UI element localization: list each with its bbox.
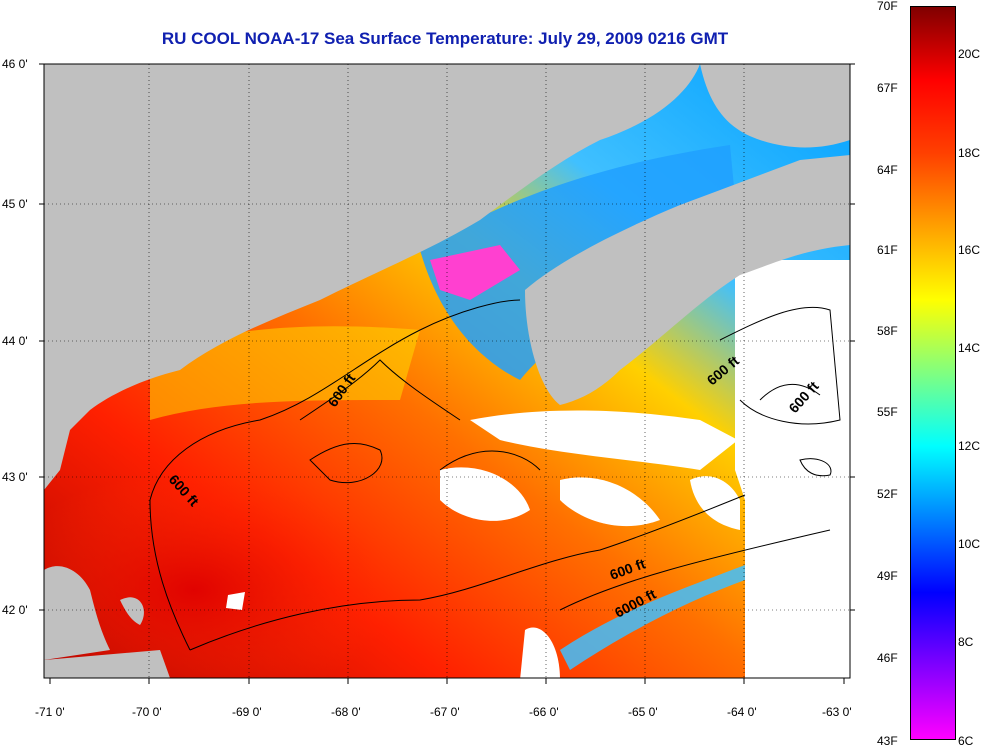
cb-f-55: 55F [877, 405, 898, 419]
lon-tick-64: -64 0' [727, 705, 757, 719]
cold-streak [560, 565, 745, 670]
cb-c-12: 12C [958, 439, 981, 453]
colorbar [910, 6, 956, 740]
bathymetry-contours [149, 299, 841, 651]
lon-tick-66: -66 0' [529, 705, 559, 719]
page-title: RU COOL NOAA-17 Sea Surface Temperature:… [161, 29, 729, 48]
cb-f-64: 64F [877, 163, 898, 177]
lon-tick-69: -69 0' [232, 705, 262, 719]
cb-c-6: 6C [958, 734, 974, 748]
cb-c-20: 20C [958, 47, 981, 61]
lon-tick-65: -65 0' [628, 705, 658, 719]
cb-f-58: 58F [877, 324, 898, 338]
yellow-band [150, 326, 420, 420]
cb-f-70: 70F [877, 0, 898, 13]
lon-tick-68: -68 0' [331, 705, 361, 719]
land [44, 64, 850, 678]
lon-tick-67: -67 0' [430, 705, 460, 719]
cb-c-16: 16C [958, 243, 981, 257]
lat-tick-46: 46 0' [2, 57, 28, 71]
lat-tick-45: 45 0' [2, 197, 28, 211]
cb-c-8: 8C [958, 635, 974, 649]
tick-marks [39, 63, 855, 684]
lon-tick-63: -63 0' [822, 705, 852, 719]
coldest-patch [430, 245, 520, 300]
cb-c-18: 18C [958, 146, 981, 160]
cb-f-49: 49F [877, 569, 898, 583]
cb-f-67: 67F [877, 81, 898, 95]
cb-c-14: 14C [958, 341, 981, 355]
lat-tick-43: 43 0' [2, 470, 28, 484]
lon-tick-71: -71 0' [35, 705, 65, 719]
cb-f-61: 61F [877, 243, 898, 257]
lon-tick-70: -70 0' [132, 705, 162, 719]
cb-f-43: 43F [877, 734, 898, 748]
cb-f-46: 46F [877, 651, 898, 665]
cb-f-52: 52F [877, 487, 898, 501]
warm-core [44, 380, 544, 678]
cb-c-10: 10C [958, 537, 981, 551]
lat-tick-44: 44 0' [2, 334, 28, 348]
lat-tick-42: 42 0' [2, 603, 28, 617]
